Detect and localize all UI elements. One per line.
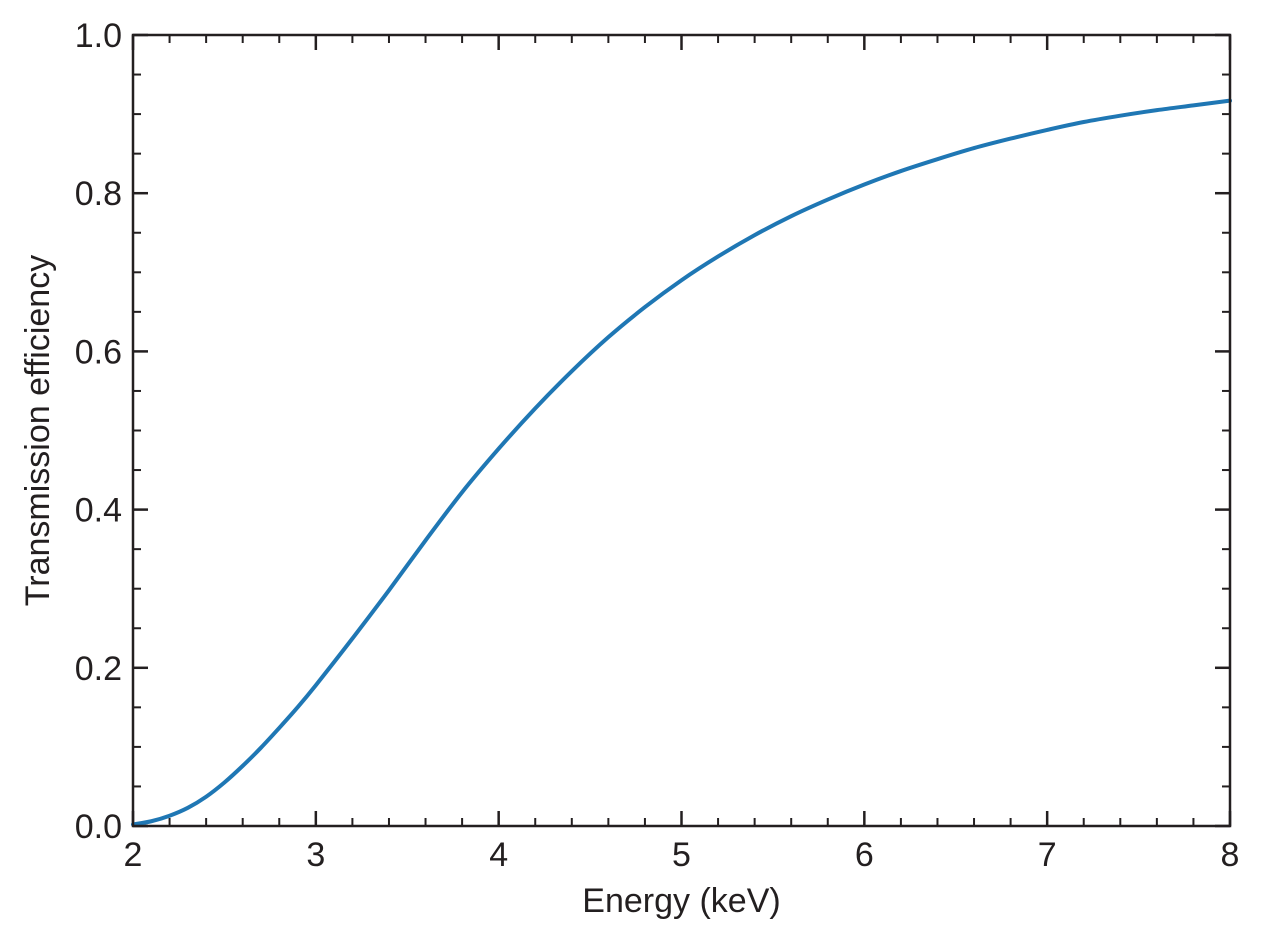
minor-ticks (133, 35, 1230, 826)
x-tick-label: 8 (1221, 836, 1240, 874)
x-tick-label: 7 (1038, 836, 1057, 874)
y-tick-label: 0.4 (75, 492, 122, 530)
x-tick-label: 3 (306, 836, 325, 874)
series-layer (131, 98, 1232, 827)
plot-frame (131, 33, 1232, 828)
y-tick-label: 0.8 (75, 175, 122, 213)
y-axis-title: Transmission efficiency (19, 255, 57, 606)
x-tick-label: 5 (672, 836, 691, 874)
y-tick-label: 1.0 (75, 17, 122, 55)
x-tick-label: 2 (124, 836, 143, 874)
x-tick-label: 6 (855, 836, 874, 874)
series-line (131, 98, 1232, 827)
x-axis-title: Energy (keV) (582, 882, 780, 920)
y-tick-label: 0.0 (75, 808, 122, 846)
x-tick-label: 4 (489, 836, 508, 874)
tick-labels: 2 3 4 5 6 7 8 0.0 0.2 0.4 0.6 0.8 1.0 (75, 17, 1240, 874)
y-tick-label: 0.2 (75, 650, 122, 688)
y-tick-label: 0.6 (75, 333, 122, 371)
